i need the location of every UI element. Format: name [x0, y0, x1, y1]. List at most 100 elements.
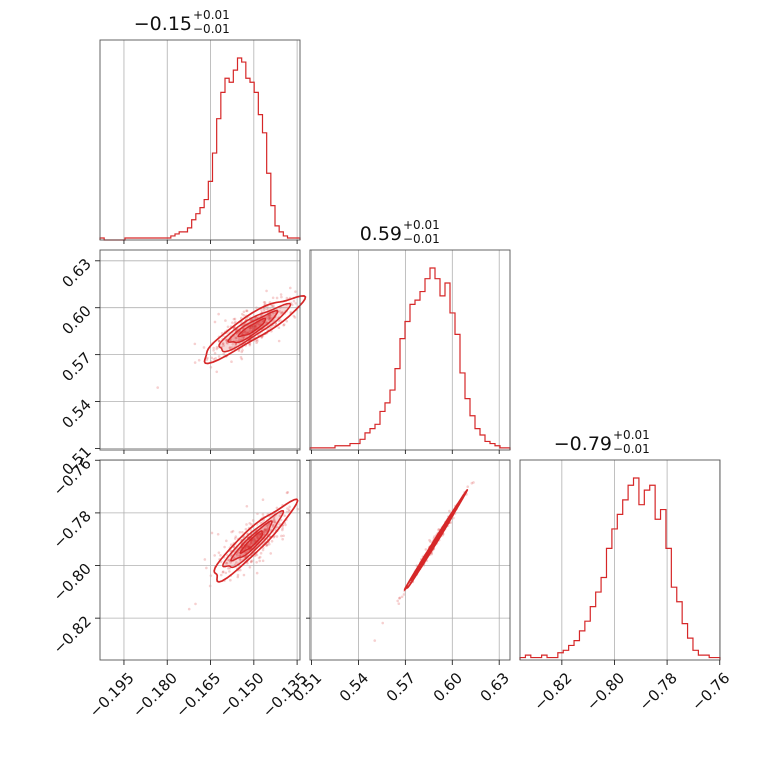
scatter-point [249, 560, 253, 563]
scatter-point [227, 567, 230, 570]
scatter-point [437, 528, 441, 531]
scatter-point [206, 356, 209, 360]
scatter-point [217, 551, 221, 554]
scatter-point [228, 570, 231, 573]
scatter-point [215, 345, 219, 349]
scatter-point [242, 573, 246, 577]
contour-r2c0-level-3 [239, 530, 264, 555]
scatter-point [218, 339, 221, 343]
scatter-point [280, 295, 283, 299]
scatter-point [245, 309, 248, 313]
scatter-point [238, 568, 242, 572]
scatter-point [268, 316, 272, 320]
ytick-label-row1-2: 0.57 [58, 349, 94, 385]
xtick-label-col1-4: 0.63 [477, 669, 513, 705]
scatter-point [263, 531, 266, 534]
scatter-point [272, 304, 275, 307]
scatter-point [193, 342, 197, 346]
scatter-point [212, 346, 215, 350]
scatter-point [261, 498, 265, 501]
scatter-point [381, 621, 385, 625]
xtick-label-col1-3: 0.60 [430, 669, 466, 705]
scatter-point [262, 307, 266, 311]
scatter-point [271, 524, 275, 527]
scatter-point [424, 548, 428, 551]
scatter-point [397, 602, 401, 605]
scatter-point [268, 313, 272, 317]
scatter-point [240, 312, 244, 316]
scatter-point [261, 513, 265, 516]
scatter-point [226, 325, 230, 329]
scatter-point [267, 316, 271, 320]
scatter-point [255, 553, 259, 557]
scatter-point [239, 553, 243, 557]
histogram-param-2 [519, 477, 721, 660]
scatter-point [283, 514, 286, 517]
panel-frame-r0c0 [99, 39, 301, 241]
scatter-point [266, 523, 270, 527]
scatter-point [219, 573, 223, 577]
scatter-point [272, 520, 276, 523]
scatter-point [246, 561, 249, 565]
scatter-point [249, 560, 253, 564]
scatter-point [261, 548, 265, 552]
scatter-point [259, 551, 263, 555]
contour-r1c0-level-0 [203, 295, 307, 365]
scatter-point [253, 325, 257, 329]
xtick-label-col2-2: −0.78 [636, 669, 681, 714]
ytick-label-row1-3: 0.60 [58, 302, 94, 338]
scatter-point [433, 535, 436, 538]
scatter-point [292, 299, 296, 303]
scatter-point [234, 535, 238, 538]
grid-layer [100, 40, 721, 660]
panel-frame-r2c1 [309, 459, 511, 661]
scatter-point [219, 553, 222, 557]
title-minus-2: −0.01 [613, 442, 650, 456]
scatter-point [237, 349, 241, 353]
scatter-point [217, 312, 220, 316]
scatter-point [258, 555, 262, 559]
scatter-point [281, 310, 284, 314]
contour-r2c1-level-3 [423, 531, 442, 560]
scatter-point [248, 343, 252, 347]
scatter-point [293, 316, 297, 319]
scatter-point [265, 307, 268, 311]
scatter-point [256, 322, 260, 326]
scatter-point [466, 485, 470, 489]
xtick-label-col2-0: −0.82 [530, 669, 575, 714]
scatter-point [205, 566, 208, 570]
scatter-point [187, 607, 191, 611]
scatter-point [278, 310, 282, 313]
scatter-point [294, 302, 298, 305]
scatter-point [269, 317, 272, 320]
scatter-point [208, 584, 212, 588]
scatter-point [255, 561, 258, 564]
scatter-point [247, 544, 250, 548]
ytick-label-row1-1: 0.54 [58, 396, 94, 432]
scatter-point [202, 346, 206, 349]
title-plus-2: +0.01 [613, 428, 650, 442]
scatter-layer [156, 286, 475, 642]
title-plus-0: +0.01 [193, 8, 230, 22]
scatter-point [398, 597, 401, 600]
scatter-point [224, 319, 227, 322]
scatter-point [246, 545, 250, 548]
scatter-point [221, 570, 225, 574]
title-minus-1: −0.01 [403, 232, 440, 246]
scatter-point [449, 521, 453, 524]
frame-layer [99, 39, 721, 661]
scatter-point [402, 593, 406, 596]
scatter-point [259, 521, 263, 525]
scatter-point [229, 561, 232, 564]
scatter-point [282, 323, 285, 327]
scatter-point [217, 339, 221, 343]
scatter-point [288, 286, 292, 290]
scatter-point [231, 529, 235, 533]
scatter-point [256, 534, 259, 537]
scatter-point [285, 319, 289, 323]
scatter-point [233, 317, 237, 321]
scatter-point [223, 545, 226, 549]
xtick-label-col2-3: −0.76 [688, 669, 733, 714]
scatter-point [239, 558, 242, 561]
